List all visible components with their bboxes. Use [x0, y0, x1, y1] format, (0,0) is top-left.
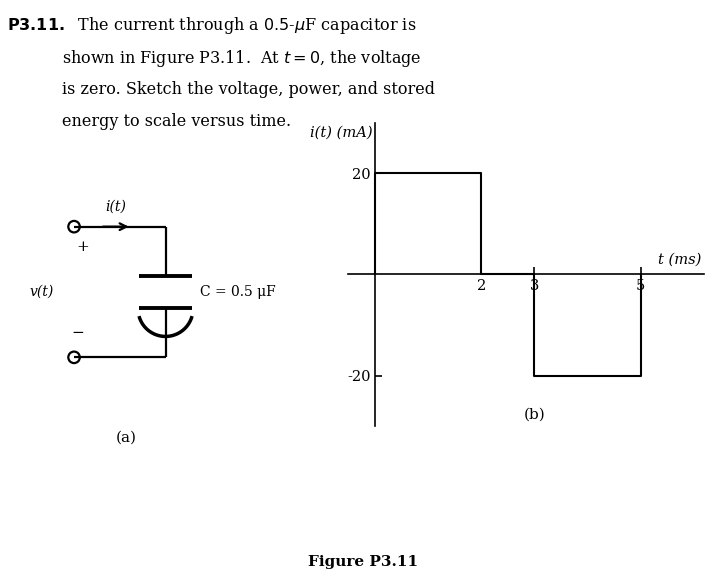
- Text: (a): (a): [116, 430, 136, 444]
- Text: −: −: [72, 326, 84, 340]
- Text: (b): (b): [523, 408, 545, 422]
- Text: is zero. Sketch the voltage, power, and stored: is zero. Sketch the voltage, power, and …: [62, 81, 435, 98]
- Text: Figure P3.11: Figure P3.11: [308, 555, 418, 569]
- Text: shown in Figure P3.11.  At $t = 0$, the voltage: shown in Figure P3.11. At $t = 0$, the v…: [62, 48, 421, 69]
- Text: i(t) (mA): i(t) (mA): [310, 126, 372, 140]
- Text: C = 0.5 μF: C = 0.5 μF: [200, 285, 275, 299]
- Text: i(t): i(t): [105, 200, 126, 214]
- Text: +: +: [77, 239, 89, 253]
- Text: t (ms): t (ms): [658, 253, 701, 267]
- Text: energy to scale versus time.: energy to scale versus time.: [62, 113, 291, 130]
- Text: $\mathbf{P3.11.}$  The current through a $0.5$-$\mu$F capacitor is: $\mathbf{P3.11.}$ The current through a …: [7, 15, 417, 36]
- Text: v(t): v(t): [30, 285, 54, 299]
